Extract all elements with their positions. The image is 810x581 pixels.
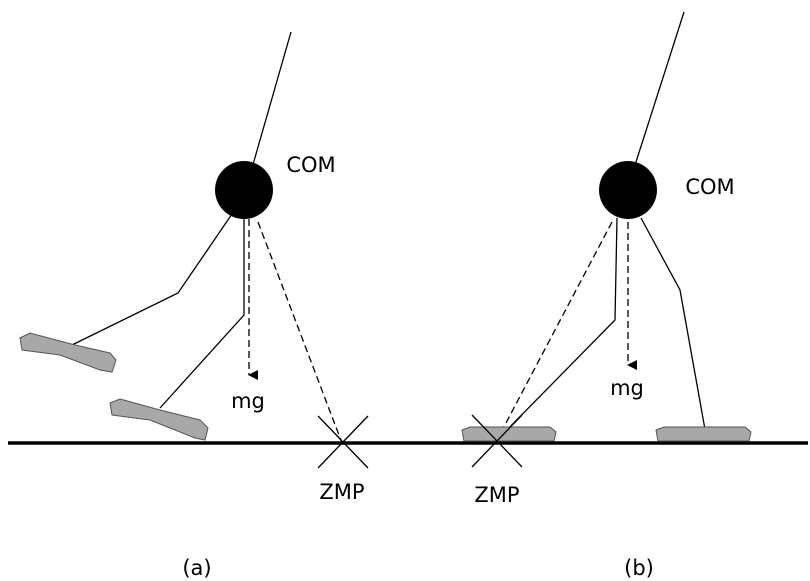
zmp-label: ZMP — [474, 483, 519, 507]
body-line — [252, 32, 291, 168]
stance-leg — [160, 218, 244, 408]
force-label: mg — [231, 389, 265, 413]
panel-a: COM mg ZMP (a) — [20, 32, 368, 580]
panel-b: COM mg ZMP (b) — [462, 12, 751, 580]
stance-leg — [497, 218, 617, 440]
foot — [110, 399, 208, 440]
caption: (b) — [624, 556, 654, 580]
stance-leg — [641, 218, 706, 435]
zmp-line — [258, 222, 342, 443]
foot — [656, 427, 751, 441]
foot — [20, 333, 116, 372]
com-circle — [599, 161, 657, 219]
com-circle — [215, 161, 273, 219]
com-label: COM — [286, 153, 335, 177]
diagram: COM mg ZMP (a) COM mg ZMP (b) — [0, 0, 810, 581]
zmp-label: ZMP — [319, 480, 364, 504]
caption: (a) — [182, 556, 211, 580]
swing-leg — [72, 214, 232, 345]
com-label: COM — [685, 175, 734, 199]
force-label: mg — [610, 376, 644, 400]
body-line — [636, 12, 684, 162]
zmp-line — [497, 222, 612, 440]
